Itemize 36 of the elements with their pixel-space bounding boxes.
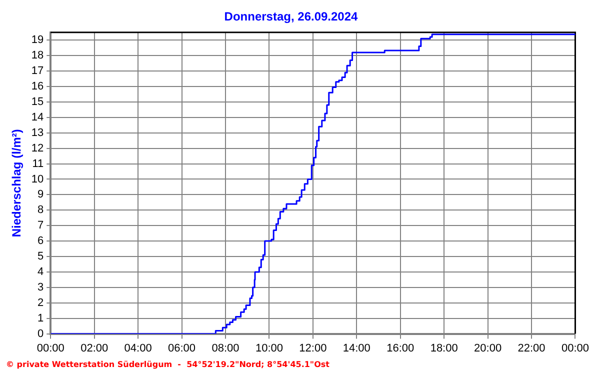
y-tick-label: 13: [31, 126, 44, 139]
y-tick-label: 14: [31, 111, 44, 124]
y-tick-label: 6: [38, 235, 44, 248]
x-tick-label: 02:00: [80, 342, 108, 354]
y-tick-label: 0: [38, 328, 44, 340]
y-tick-label: 11: [32, 158, 44, 170]
y-tick-label: 8: [38, 204, 44, 216]
y-tick-label: 18: [31, 50, 44, 62]
x-tick-label: 00:00: [36, 342, 64, 354]
x-tick-label: 12:00: [299, 342, 327, 354]
y-tick-label: 1: [38, 312, 44, 324]
x-tick-label: 04:00: [124, 342, 152, 354]
y-tick-label: 12: [31, 142, 44, 154]
y-tick-label: 5: [38, 250, 44, 263]
text: © private Wetterstation Süderlügum - 54°52'19.2"Nord; 8°54'45.1"Ost: [6, 360, 330, 370]
y-tick-label: 7: [38, 220, 44, 232]
y-tick-label: 10: [31, 173, 44, 186]
y-axis-title: Niederschlag (l/m²): [10, 129, 24, 238]
y-tick-label: 2: [38, 296, 44, 309]
x-tick-label: 18:00: [430, 342, 458, 354]
x-tick-label: 20:00: [474, 342, 502, 354]
y-tick-label: 15: [31, 96, 44, 108]
x-tick-label: 22:00: [518, 342, 546, 354]
y-tick-label: 9: [38, 188, 44, 201]
x-tick-label: 10:00: [255, 342, 283, 354]
chart-title: Donnerstag, 26.09.2024: [224, 10, 358, 24]
y-tick-label: 17: [31, 65, 44, 78]
x-tick-label: 08:00: [212, 342, 240, 354]
y-tick-label: 3: [38, 281, 44, 294]
y-tick-label: 16: [31, 80, 44, 93]
x-tick-label: 06:00: [168, 342, 196, 354]
x-tick-label: 14:00: [342, 342, 370, 354]
y-tick-label: 4: [38, 266, 44, 278]
x-tick-label: 16:00: [386, 342, 414, 354]
x-tick-label: 00:00: [561, 342, 589, 354]
y-tick-label: 19: [31, 34, 44, 46]
